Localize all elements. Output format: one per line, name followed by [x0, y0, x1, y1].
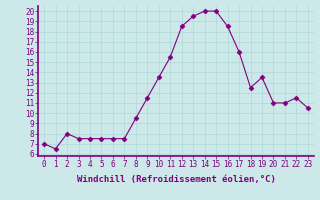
X-axis label: Windchill (Refroidissement éolien,°C): Windchill (Refroidissement éolien,°C) [76, 175, 276, 184]
